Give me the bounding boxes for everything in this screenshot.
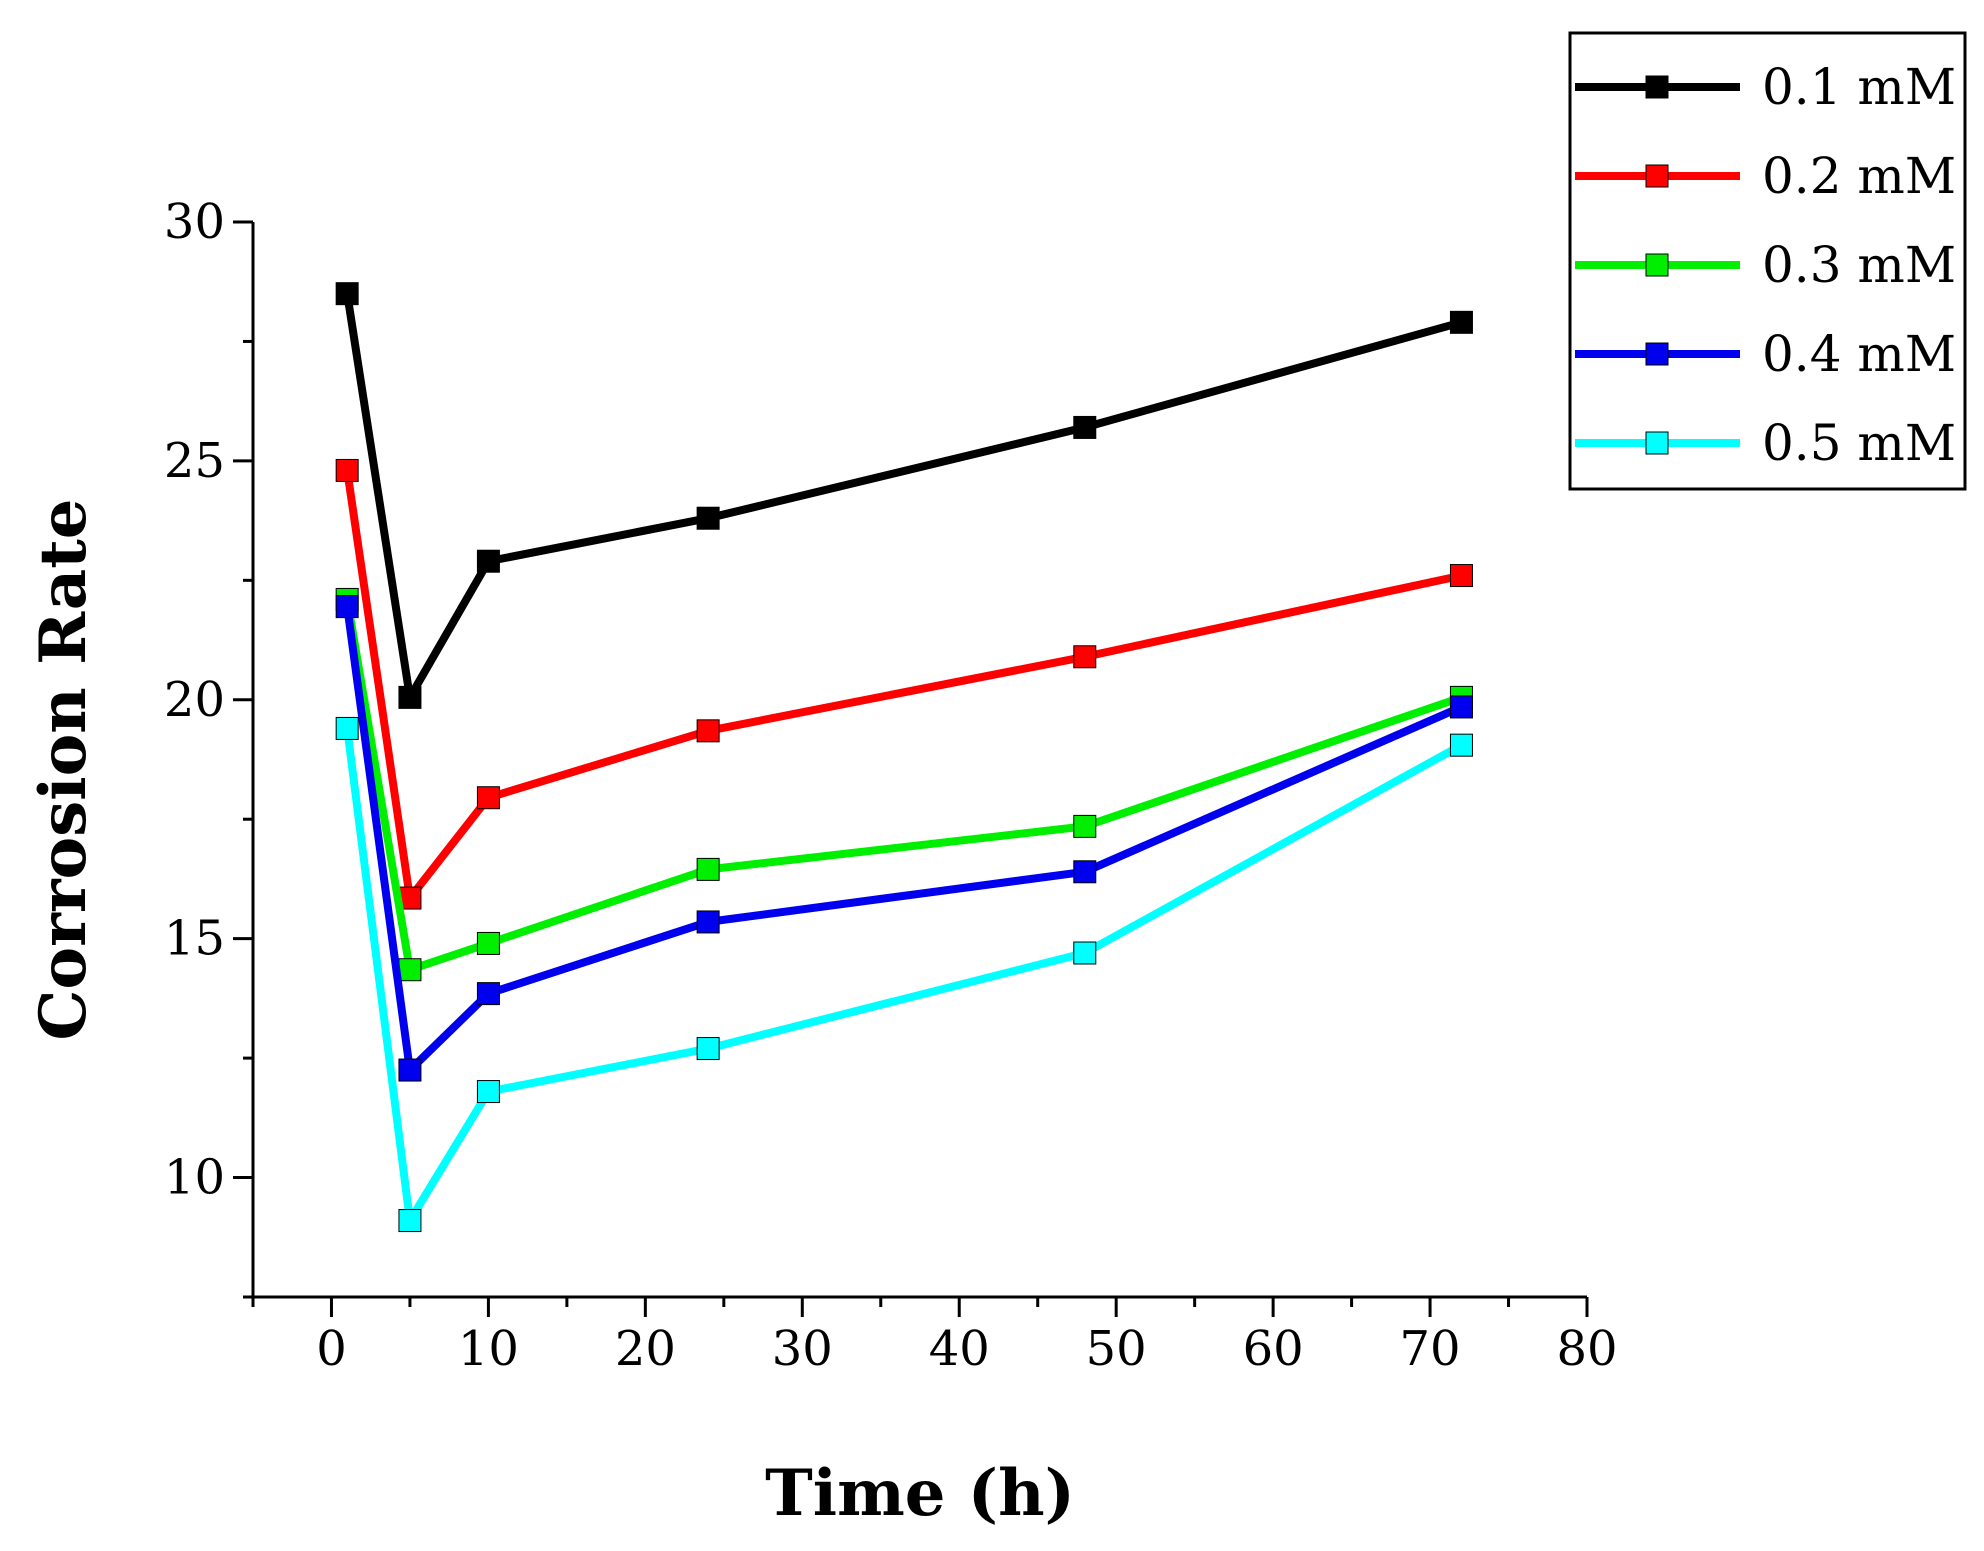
data-point	[335, 458, 359, 482]
series-line	[343, 598, 1463, 974]
legend: 0.1 mM 0.2 mM 0.3 mM 0.4 mM 0.5 mM	[1568, 31, 1967, 491]
legend-marker	[1645, 75, 1669, 99]
legend-item: 0.5 mM	[1575, 414, 1956, 472]
legend-label: 0.5 mM	[1762, 414, 1956, 472]
legend-marker	[1645, 253, 1669, 277]
y-tick-label: 10	[164, 1150, 225, 1206]
y-tick-label: 30	[164, 194, 225, 250]
y-tick-label: 20	[164, 672, 225, 728]
series-line	[343, 469, 1463, 903]
data-point	[696, 857, 720, 881]
x-tick-label: 30	[772, 1321, 833, 1377]
data-point	[1449, 733, 1473, 757]
y-axis-title: Corrosion Rate	[26, 499, 101, 1041]
legend-item: 0.3 mM	[1575, 236, 1956, 294]
legend-label: 0.1 mM	[1762, 58, 1956, 116]
data-point	[335, 716, 359, 740]
data-point	[476, 786, 500, 810]
x-tick-label: 20	[615, 1321, 676, 1377]
data-point	[476, 982, 500, 1006]
y-tick-label: 15	[164, 911, 225, 967]
x-tick-label: 40	[929, 1321, 990, 1377]
legend-label: 0.2 mM	[1762, 147, 1956, 205]
series-line	[343, 293, 1463, 702]
x-tick-label: 80	[1556, 1321, 1617, 1377]
data-point	[398, 1058, 422, 1082]
legend-item: 0.1 mM	[1575, 58, 1956, 116]
data-point	[696, 910, 720, 934]
legend-label: 0.4 mM	[1762, 325, 1956, 383]
data-point	[1449, 695, 1473, 719]
data-point	[398, 1209, 422, 1233]
legend-marker	[1645, 164, 1669, 188]
y-tick-label: 25	[164, 433, 225, 489]
data-point	[476, 549, 500, 573]
series-1	[335, 282, 1473, 709]
series-line	[343, 727, 1464, 1225]
legend-item: 0.4 mM	[1575, 325, 1956, 383]
series-line	[343, 606, 1464, 1075]
data-point	[1449, 564, 1473, 588]
series-group	[335, 282, 1473, 1233]
series-5	[335, 716, 1473, 1233]
legend-label: 0.3 mM	[1762, 236, 1956, 294]
legend-item: 0.2 mM	[1575, 147, 1956, 205]
data-point	[696, 719, 720, 743]
data-point	[1073, 941, 1097, 965]
data-point	[335, 282, 359, 306]
x-tick-label: 0	[316, 1321, 347, 1377]
series-4	[335, 595, 1473, 1082]
data-point	[1449, 310, 1473, 334]
data-point	[1073, 860, 1097, 884]
x-tick-label: 10	[458, 1321, 519, 1377]
data-point	[476, 931, 500, 955]
data-point	[1073, 814, 1097, 838]
data-point	[476, 1080, 500, 1104]
x-tick-label: 50	[1086, 1321, 1147, 1377]
axes: 10 15 20 25 30 0 10 20 30 40 50 60 70 80	[164, 194, 1618, 1377]
data-point	[1073, 645, 1097, 669]
data-point	[1073, 415, 1097, 439]
x-tick-label: 70	[1400, 1321, 1461, 1377]
x-axis-title: Time (h)	[765, 1456, 1075, 1531]
data-point	[398, 685, 422, 709]
legend-marker	[1645, 431, 1669, 455]
data-point	[398, 958, 422, 982]
series-2	[335, 458, 1473, 910]
x-tick-label: 60	[1243, 1321, 1304, 1377]
data-point	[696, 1037, 720, 1061]
data-point	[335, 595, 359, 619]
data-point	[696, 506, 720, 530]
legend-marker	[1645, 342, 1669, 366]
